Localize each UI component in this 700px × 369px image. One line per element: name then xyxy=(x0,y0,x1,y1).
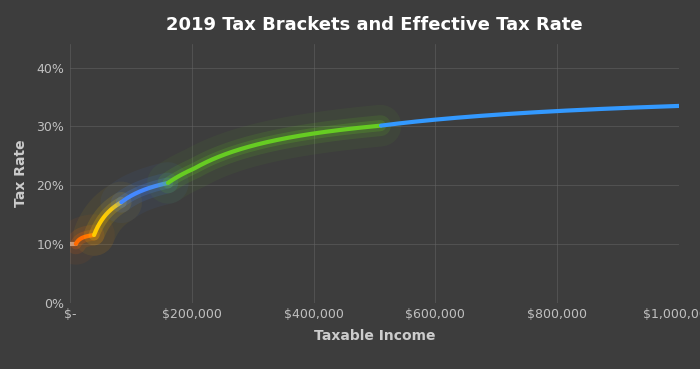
Y-axis label: Tax Rate: Tax Rate xyxy=(14,139,28,207)
X-axis label: Taxable Income: Taxable Income xyxy=(314,330,435,344)
Title: 2019 Tax Brackets and Effective Tax Rate: 2019 Tax Brackets and Effective Tax Rate xyxy=(166,16,583,34)
